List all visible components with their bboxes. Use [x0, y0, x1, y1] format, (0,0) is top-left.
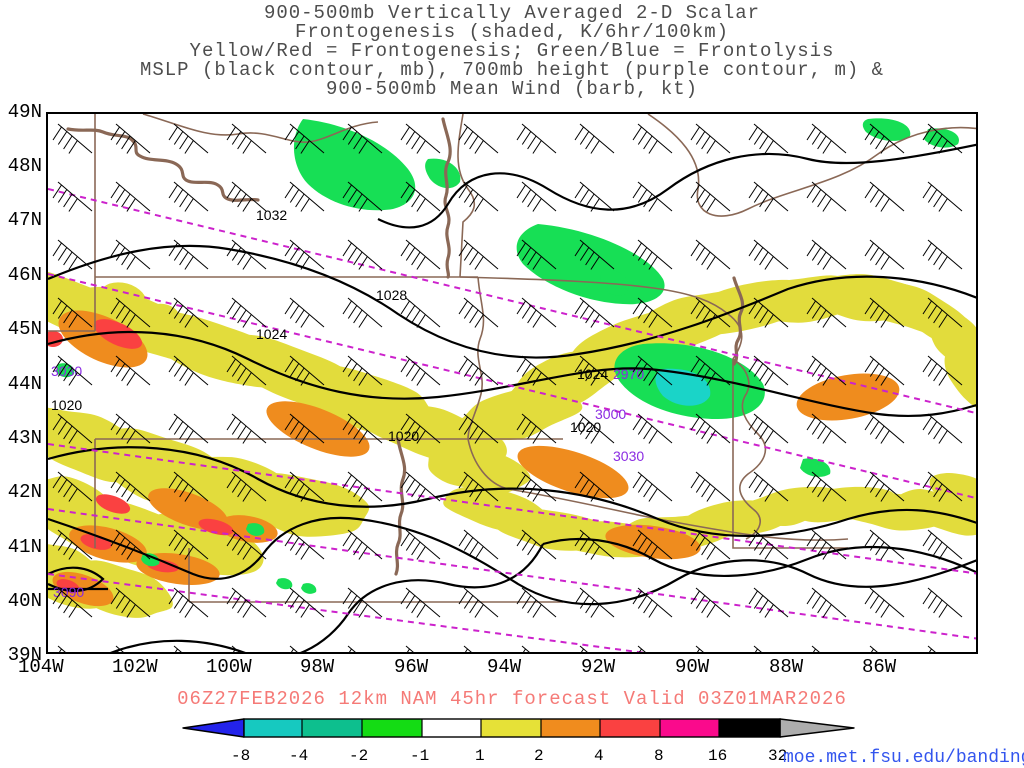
svg-text:1024: 1024 [256, 326, 287, 342]
svg-text:1020: 1020 [388, 428, 419, 444]
svg-text:1032: 1032 [256, 207, 287, 223]
svg-text:1020: 1020 [51, 397, 82, 413]
svg-text:1028: 1028 [376, 287, 407, 303]
svg-text:3030: 3030 [613, 448, 644, 464]
svg-text:3000: 3000 [595, 406, 626, 422]
